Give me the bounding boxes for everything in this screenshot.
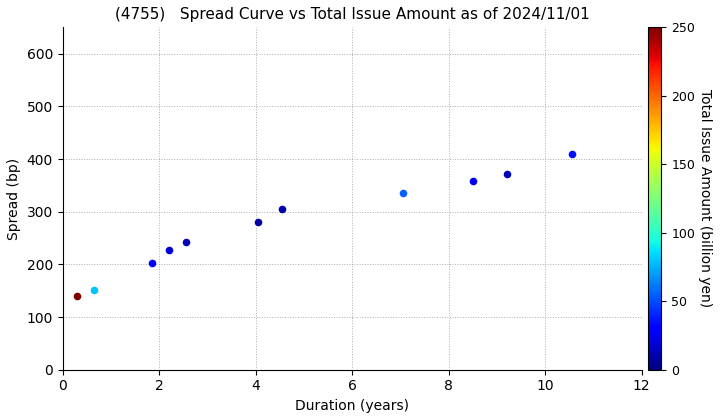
Y-axis label: Spread (bp): Spread (bp) (7, 158, 21, 239)
Point (146, 260, 158, 267)
Point (89, 286, 100, 293)
Y-axis label: Total Issue Amount (billion yen): Total Issue Amount (billion yen) (698, 89, 712, 307)
Point (71, 293, 83, 299)
Point (566, 150, 577, 157)
Point (501, 171, 513, 177)
Point (467, 178, 479, 184)
Point (163, 246, 174, 253)
Title: (4755)   Spread Curve vs Total Issue Amount as of 2024/11/01: (4755) Spread Curve vs Total Issue Amoun… (114, 7, 590, 22)
Point (180, 239, 192, 245)
Point (276, 206, 288, 213)
Point (252, 219, 264, 226)
X-axis label: Duration (years): Duration (years) (295, 399, 409, 413)
Point (397, 190, 408, 197)
